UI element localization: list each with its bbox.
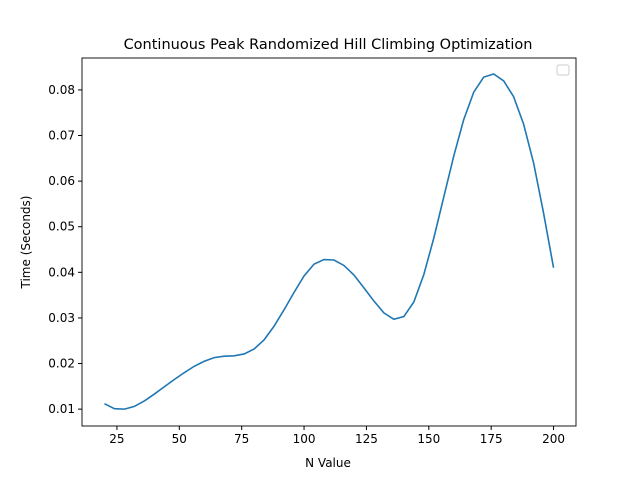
- x-tick-label: 25: [109, 432, 124, 446]
- y-tick-label: 0.06: [48, 174, 75, 188]
- line-series: [104, 73, 555, 410]
- x-tick-label: 100: [293, 432, 316, 446]
- x-axis-label: N Value: [305, 456, 351, 470]
- y-tick-label: 0.02: [48, 357, 75, 371]
- x-tick-label: 50: [172, 432, 187, 446]
- plot-frame: [81, 57, 577, 427]
- y-tick-label: 0.03: [48, 311, 75, 325]
- y-tick-label: 0.08: [48, 83, 75, 97]
- y-tick-label: 0.07: [48, 129, 75, 143]
- y-tick-label: 0.05: [48, 220, 75, 234]
- x-tick-label: 175: [480, 432, 503, 446]
- y-axis-label: Time (Seconds): [19, 196, 33, 290]
- chart-title: Continuous Peak Randomized Hill Climbing…: [124, 37, 533, 53]
- x-tick-label: 125: [355, 432, 378, 446]
- x-tick-label: 150: [417, 432, 440, 446]
- x-tick-label: 200: [542, 432, 565, 446]
- y-tick-label: 0.01: [48, 402, 75, 416]
- x-tick-label: 75: [234, 432, 249, 446]
- y-tick-label: 0.04: [48, 265, 75, 279]
- legend-box: [556, 64, 570, 76]
